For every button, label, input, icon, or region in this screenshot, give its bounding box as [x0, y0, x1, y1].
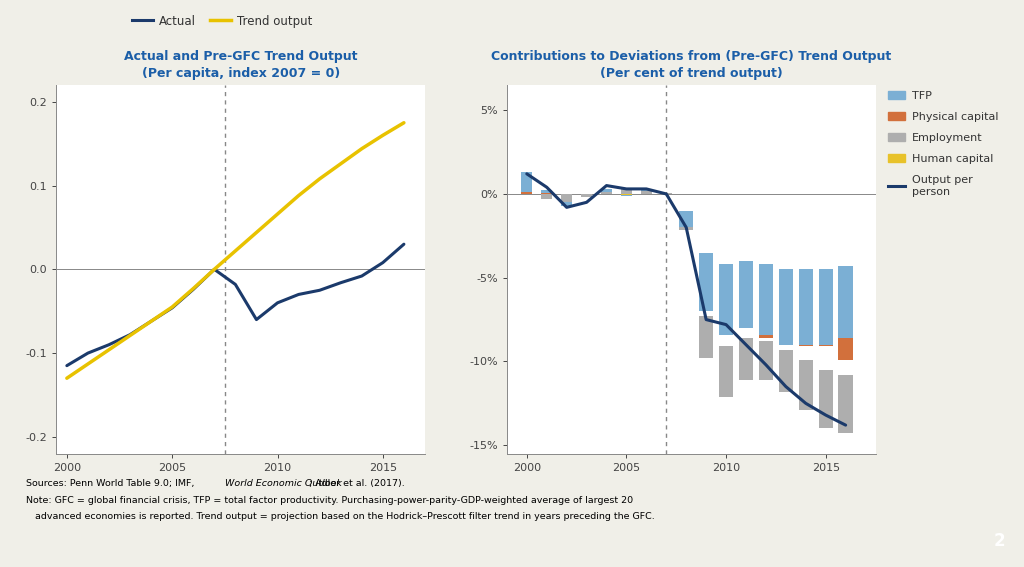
- Bar: [679, 219, 693, 227]
- Bar: [778, 308, 793, 310]
- Title: Actual and Pre-GFC Trend Output
(Per capita, index 2007 = 0): Actual and Pre-GFC Trend Output (Per cap…: [124, 50, 357, 80]
- Bar: [679, 225, 693, 230]
- Bar: [799, 308, 813, 346]
- Bar: [699, 252, 714, 311]
- Bar: [561, 194, 572, 202]
- Bar: [719, 264, 733, 335]
- Bar: [739, 294, 754, 328]
- Bar: [521, 172, 532, 192]
- Bar: [641, 190, 652, 191]
- Bar: [621, 195, 632, 196]
- Bar: [839, 375, 853, 434]
- Bar: [679, 220, 693, 221]
- Bar: [719, 346, 733, 397]
- Bar: [839, 266, 853, 338]
- Bar: [818, 370, 833, 429]
- Bar: [818, 269, 833, 345]
- Bar: [759, 301, 773, 338]
- Bar: [581, 194, 592, 197]
- Bar: [719, 294, 733, 324]
- Bar: [542, 190, 552, 193]
- Bar: [778, 306, 793, 343]
- Bar: [542, 193, 552, 194]
- Title: Contributions to Deviations from (Pre-GFC) Trend Output
(Per cent of trend outpu: Contributions to Deviations from (Pre-GF…: [492, 50, 891, 80]
- Bar: [739, 338, 754, 380]
- Bar: [778, 269, 793, 345]
- Bar: [739, 261, 754, 328]
- Text: 2: 2: [993, 532, 1006, 550]
- Text: World Economic Outlook: World Economic Outlook: [225, 479, 342, 488]
- Text: Sources: Penn World Table 9.0; IMF,: Sources: Penn World Table 9.0; IMF,: [26, 479, 197, 488]
- Bar: [521, 192, 532, 194]
- Bar: [699, 316, 714, 358]
- Bar: [601, 189, 612, 192]
- Bar: [621, 189, 632, 194]
- Bar: [799, 360, 813, 410]
- Bar: [641, 192, 652, 194]
- Bar: [699, 274, 714, 276]
- Bar: [601, 192, 612, 194]
- Bar: [621, 194, 632, 195]
- Bar: [799, 269, 813, 345]
- Bar: [739, 296, 754, 298]
- Bar: [818, 308, 833, 346]
- Bar: [839, 313, 853, 360]
- Legend: Actual, Trend output: Actual, Trend output: [127, 10, 317, 32]
- Bar: [759, 341, 773, 380]
- Bar: [759, 264, 773, 335]
- Bar: [719, 296, 733, 298]
- Text: advanced economies is reported. Trend output = projection based on the Hodrick–P: advanced economies is reported. Trend ou…: [26, 512, 654, 521]
- Bar: [679, 211, 693, 227]
- Bar: [542, 194, 552, 199]
- Bar: [561, 202, 572, 206]
- Bar: [799, 310, 813, 311]
- Bar: [641, 191, 652, 192]
- Bar: [818, 311, 833, 315]
- Bar: [778, 350, 793, 392]
- Legend: TFP, Physical capital, Employment, Human capital, Output per
person: TFP, Physical capital, Employment, Human…: [889, 91, 998, 197]
- Text: ; Adler et al. (2017).: ; Adler et al. (2017).: [309, 479, 406, 488]
- Bar: [699, 273, 714, 293]
- Bar: [839, 316, 853, 320]
- Bar: [759, 303, 773, 304]
- Bar: [660, 193, 672, 194]
- Text: Note: GFC = global financial crisis, TFP = total factor productivity. Purchasing: Note: GFC = global financial crisis, TFP…: [26, 496, 633, 505]
